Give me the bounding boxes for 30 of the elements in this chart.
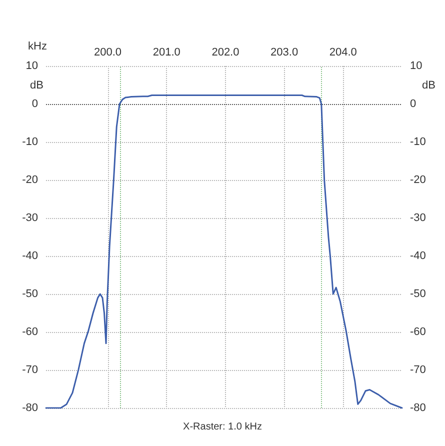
y-tick-label: 0 [32, 98, 38, 110]
text: X-Raster: 1.0 kHz [183, 422, 262, 432]
x-tick-label: 201.0 [152, 46, 180, 58]
y-tick-label: -50 [22, 288, 38, 300]
y2-tick-label: 10 [410, 60, 422, 72]
y2-tick-label: -30 [410, 212, 426, 224]
y-tick-label: -20 [22, 174, 38, 186]
y-tick-label: -30 [22, 212, 38, 224]
x-tick-label: 202.0 [212, 46, 240, 58]
y-tick-label: -70 [22, 364, 38, 376]
x-tick-label: 203.0 [270, 46, 298, 58]
x-axis-title: kHz [28, 40, 47, 52]
y-tick-label: -40 [22, 250, 38, 262]
y2-tick-label: -10 [410, 136, 426, 148]
y2-tick-label: -50 [410, 288, 426, 300]
y-tick-label: -80 [22, 402, 38, 414]
y2-tick-label: -80 [410, 402, 426, 414]
x-tick-label: 200.0 [94, 46, 122, 58]
line-series [45, 94, 403, 409]
y-tick-label: -10 [22, 136, 38, 148]
x-tick-label: 204.0 [329, 46, 357, 58]
y-tick-label: -60 [22, 326, 38, 338]
y2-axis-title: dB [422, 80, 436, 92]
y2-tick-label: -40 [410, 250, 426, 262]
y2-tick-label: -70 [410, 364, 426, 376]
y2-tick-label: 0 [410, 98, 416, 110]
y2-tick-label: -20 [410, 174, 426, 186]
y-axis-title: dB [30, 80, 44, 92]
y-tick-label: 10 [26, 60, 38, 72]
y2-tick-label: -60 [410, 326, 426, 338]
